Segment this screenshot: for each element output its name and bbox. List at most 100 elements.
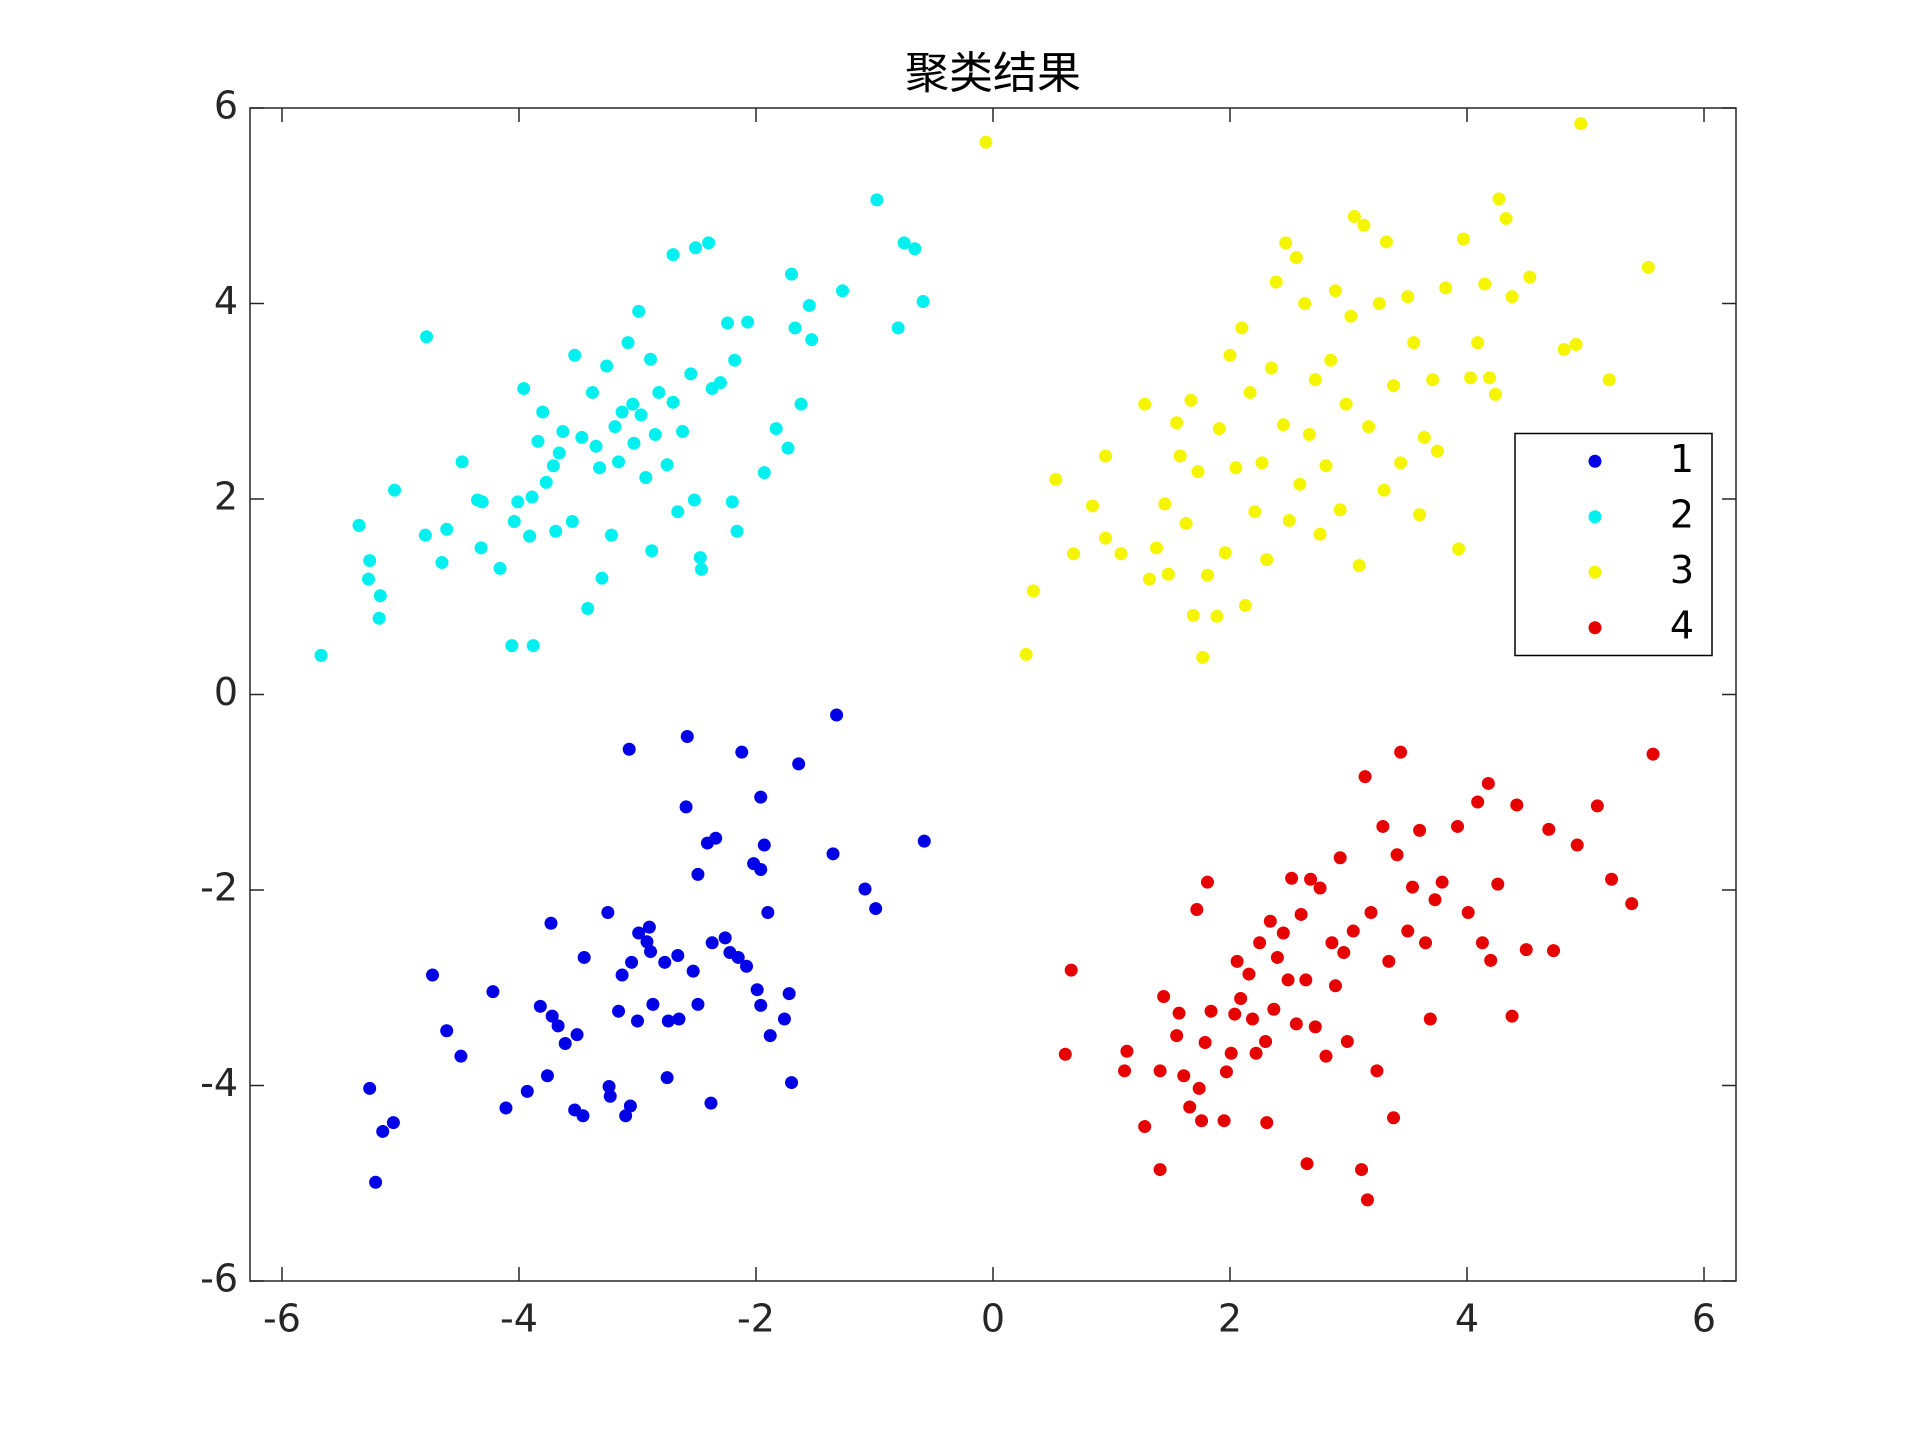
x-tick-label: 6 (1692, 1297, 1716, 1341)
scatter-point (1086, 499, 1100, 513)
scatter-point (763, 1029, 777, 1043)
scatter-point (660, 458, 674, 472)
scatter-point (1347, 210, 1361, 224)
scatter-point (626, 397, 640, 411)
scatter-point (1499, 211, 1513, 225)
scatter-point (694, 562, 708, 576)
scatter-point (1173, 449, 1187, 463)
scatter-point (858, 882, 872, 896)
scatter-point (1282, 514, 1296, 528)
scatter-point (1333, 851, 1347, 865)
scatter-point (1198, 1035, 1212, 1049)
scatter-point (1255, 456, 1269, 470)
scatter-point (533, 999, 547, 1013)
scatter-point (1394, 456, 1408, 470)
scatter-point (1339, 397, 1353, 411)
scatter-point (486, 985, 500, 999)
scatter-point (1224, 1046, 1238, 1060)
scatter-point (585, 385, 599, 399)
scatter-point (691, 867, 705, 881)
scatter-point (1269, 275, 1283, 289)
scatter-point (376, 1124, 390, 1138)
scatter-point (782, 987, 796, 1001)
scatter-point (666, 395, 680, 409)
scatter-point (1376, 819, 1390, 833)
scatter-point (1357, 218, 1371, 232)
scatter-point (1362, 420, 1376, 434)
scatter-point (735, 745, 749, 759)
scatter-point (1228, 1007, 1242, 1021)
scatter-point (1456, 232, 1470, 246)
scatter-point (1019, 647, 1033, 661)
scatter-point (897, 236, 911, 250)
scatter-point (1238, 599, 1252, 613)
scatter-point (1210, 609, 1224, 623)
scatter-point (1358, 770, 1372, 784)
scatter-point (1308, 373, 1322, 387)
scatter-point (1313, 881, 1327, 895)
scatter-point (1426, 373, 1440, 387)
scatter-point (1179, 516, 1193, 530)
scatter-point (352, 518, 366, 532)
scatter-point (645, 544, 659, 558)
scatter-point (1302, 427, 1316, 441)
legend-label: 3 (1670, 548, 1694, 592)
scatter-point (1200, 568, 1214, 582)
scatter-point (625, 955, 639, 969)
scatter-point (440, 1024, 454, 1038)
scatter-point (1328, 284, 1342, 298)
scatter-point (1294, 907, 1308, 921)
scatter-point (648, 427, 662, 441)
scatter-point (363, 554, 377, 568)
scatter-point (1300, 1157, 1314, 1171)
scatter-point (1204, 1004, 1218, 1018)
scatter-point (581, 601, 595, 615)
scatter-point (1253, 936, 1267, 950)
scatter-point (1492, 192, 1506, 206)
legend-box (1514, 432, 1713, 657)
scatter-point (435, 556, 449, 570)
scatter-point (1118, 1064, 1132, 1078)
scatter-point (1064, 963, 1078, 977)
scatter-point (730, 524, 744, 538)
scatter-point (1471, 336, 1485, 350)
scatter-point (1230, 954, 1244, 968)
scatter-point (493, 561, 507, 575)
scatter-point (1417, 430, 1431, 444)
scatter-point (684, 367, 698, 381)
scatter-point (869, 902, 883, 916)
scatter-point (1234, 992, 1248, 1006)
scatter-point (568, 348, 582, 362)
scatter-point (1276, 926, 1290, 940)
legend-label: 1 (1670, 437, 1694, 481)
scatter-point (1150, 541, 1164, 555)
scatter-point (979, 135, 993, 149)
scatter-point (634, 408, 648, 422)
scatter-point (1099, 449, 1113, 463)
scatter-point (1382, 954, 1396, 968)
scatter-point (373, 589, 387, 603)
scatter-point (1574, 117, 1588, 131)
scatter-point (1401, 924, 1415, 938)
scatter-point (440, 522, 454, 536)
scatter-point (802, 298, 816, 312)
scatter-point (1200, 875, 1214, 889)
scatter-point (1605, 872, 1619, 886)
scatter-point (420, 330, 434, 344)
x-tick-label: -6 (263, 1297, 301, 1341)
scatter-point (1484, 953, 1498, 967)
y-tick-label: -4 (200, 1061, 238, 1105)
scatter-point (593, 461, 607, 475)
scatter-point (1298, 297, 1312, 310)
scatter-point (622, 742, 636, 756)
scatter-point (704, 1096, 718, 1110)
scatter-point (1346, 924, 1360, 938)
scatter-point (639, 470, 653, 484)
scatter-point (1285, 871, 1299, 885)
scatter-point (1505, 290, 1519, 304)
scatter-point (1289, 1017, 1303, 1031)
scatter-point (644, 945, 658, 959)
scatter-point (908, 242, 922, 256)
scatter-point (640, 935, 654, 949)
